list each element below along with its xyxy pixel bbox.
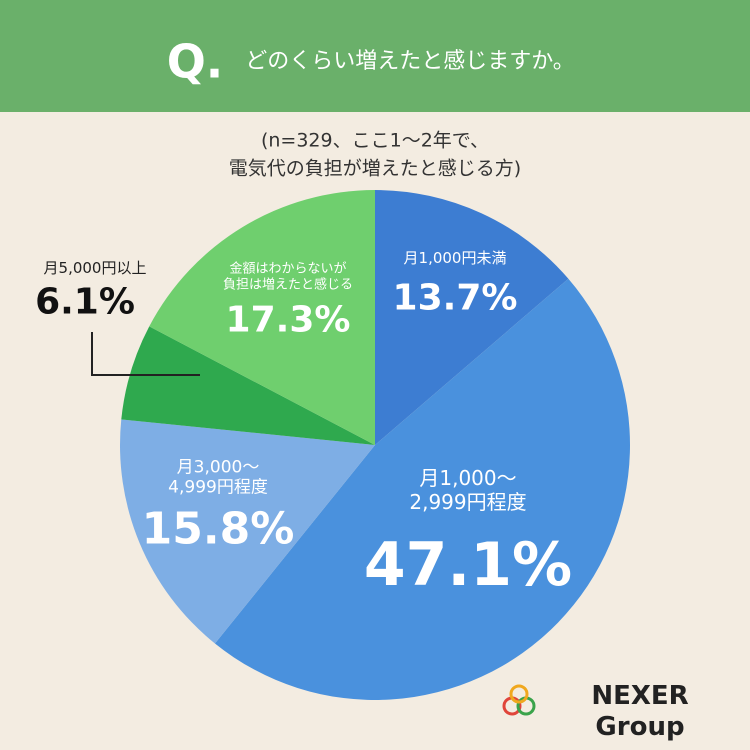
slice-label: 月3,000〜 4,999円程度 — [168, 457, 268, 498]
value-label: 13.7% — [392, 277, 518, 319]
question-marker: Q. — [166, 34, 224, 89]
header — [0, 0, 750, 112]
leader-line — [91, 332, 200, 376]
logo-text: NEXER Group — [591, 680, 689, 742]
slice-label: 月5,000円以上 — [43, 259, 147, 277]
chart-subtitle: (n=329、ここ1〜2年で、 電気代の負担が増えたと感じる方) — [228, 129, 522, 179]
value-label: 6.1% — [35, 281, 135, 323]
value-label: 17.3% — [225, 299, 351, 341]
logo-icon — [502, 684, 536, 716]
slice-label: 金額はわからないが 負担は増えたと感じる — [222, 261, 354, 292]
value-label: 15.8% — [141, 503, 295, 555]
value-label: 47.1% — [363, 530, 573, 600]
slice-label: 月1,000〜 2,999円程度 — [409, 466, 527, 514]
pie-slice — [149, 190, 375, 445]
pie-slice — [375, 190, 569, 445]
slice-label: 月1,000円未満 — [403, 249, 507, 267]
pie-slice — [120, 419, 376, 644]
chart-title: どのくらい増えたと感じますか。 — [245, 48, 575, 74]
pie-slice — [121, 326, 375, 445]
pie-slice — [214, 278, 630, 701]
